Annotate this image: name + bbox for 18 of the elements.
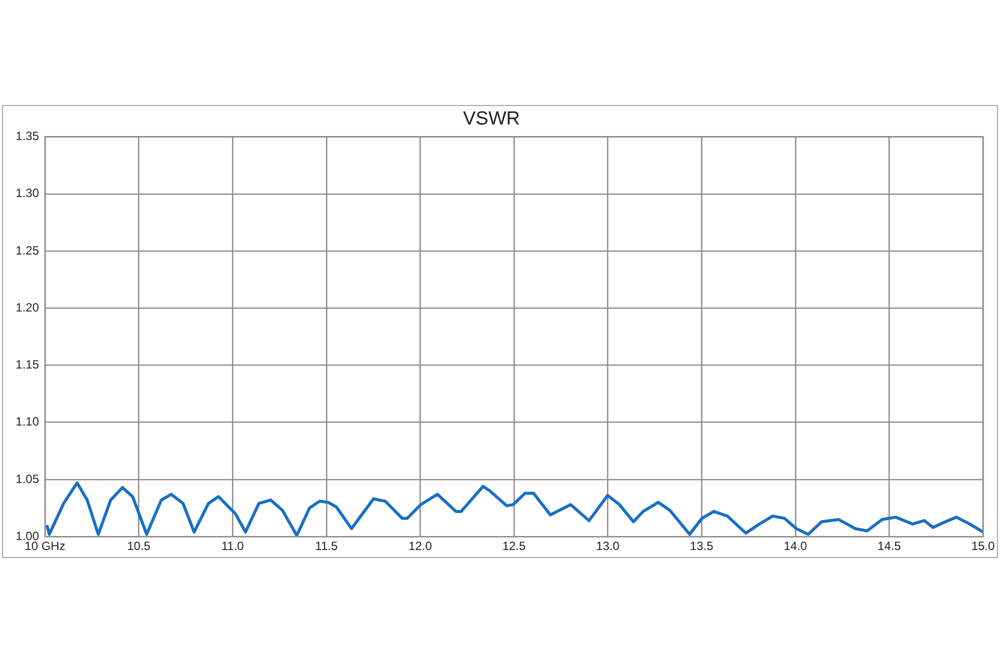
y-tick-label: 1.20 bbox=[16, 300, 40, 314]
y-tick-label: 1.35 bbox=[16, 129, 40, 144]
y-tick-label: 1.25 bbox=[16, 243, 40, 258]
y-tick-label: 1.15 bbox=[16, 358, 40, 372]
x-tick-label: 11.0 bbox=[221, 539, 244, 554]
x-tick-label: 14.5 bbox=[878, 539, 902, 554]
chart-title: VSWR bbox=[463, 108, 520, 130]
x-tick-label: 15.0 bbox=[971, 539, 995, 554]
x-tick-label: 10.5 bbox=[127, 539, 151, 554]
x-tick-label: 12.5 bbox=[502, 539, 526, 554]
y-tick-label: 1.10 bbox=[16, 414, 40, 429]
x-tick-label: 13.5 bbox=[690, 539, 714, 554]
y-tick-label: 1.30 bbox=[16, 186, 40, 200]
x-tick-label: 14.0 bbox=[784, 539, 808, 554]
x-tick-label: 12.0 bbox=[408, 539, 432, 554]
x-tick-label: 13.0 bbox=[596, 539, 620, 554]
y-tick-label: 1.05 bbox=[16, 472, 40, 486]
x-tick-label: 11.5 bbox=[315, 539, 338, 554]
